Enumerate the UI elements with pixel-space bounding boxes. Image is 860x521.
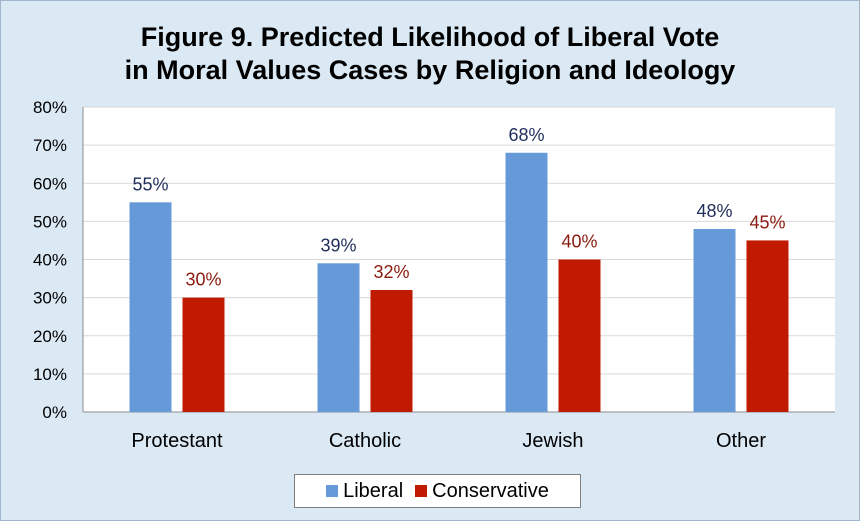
bar-liberal (693, 229, 736, 412)
chart-title-line-2: in Moral Values Cases by Religion and Id… (124, 55, 736, 85)
bar-conservative (558, 259, 601, 412)
y-tick-label: 20% (33, 327, 67, 346)
bar-liberal (129, 202, 172, 412)
y-tick-label: 50% (33, 212, 67, 231)
data-label: 68% (508, 125, 544, 145)
x-category-label: Catholic (329, 430, 401, 452)
data-label: 30% (185, 270, 221, 290)
y-tick-label: 10% (33, 365, 67, 384)
x-category-label: Protestant (131, 430, 223, 452)
y-tick-label: 60% (33, 174, 67, 193)
x-category-label: Jewish (522, 430, 583, 452)
y-tick-label: 80% (33, 98, 67, 117)
chart-legend: Liberal Conservative (294, 474, 581, 508)
data-label: 45% (749, 212, 785, 232)
y-tick-label: 70% (33, 136, 67, 155)
bar-liberal (317, 263, 360, 412)
bar-conservative (370, 290, 413, 412)
y-tick-label: 40% (33, 251, 67, 270)
legend-item-conservative: Conservative (415, 480, 549, 503)
data-label: 40% (561, 232, 597, 252)
bar-liberal (505, 152, 548, 412)
bar-conservative (746, 240, 789, 412)
chart-title-line-1: Figure 9. Predicted Likelihood of Libera… (140, 22, 720, 52)
y-tick-label: 0% (42, 403, 67, 422)
data-label: 48% (696, 201, 732, 221)
x-category-label: Other (716, 430, 766, 452)
legend-label-liberal: Liberal (343, 479, 404, 502)
data-label: 55% (132, 174, 168, 194)
legend-item-liberal: Liberal (326, 480, 403, 503)
legend-label-conservative: Conservative (432, 479, 549, 502)
legend-swatch-conservative (415, 485, 428, 497)
y-tick-label: 30% (33, 289, 67, 308)
chart-title: Figure 9. Predicted Likelihood of Libera… (1, 21, 859, 87)
data-label: 32% (373, 262, 409, 282)
data-label: 39% (320, 235, 356, 255)
bar-chart: 0% 10% 20% 30% 40% 50% 60% 70% 80% Protestant 55% 3… (33, 98, 835, 452)
bar-conservative (182, 297, 225, 412)
legend-swatch-liberal (326, 485, 339, 497)
